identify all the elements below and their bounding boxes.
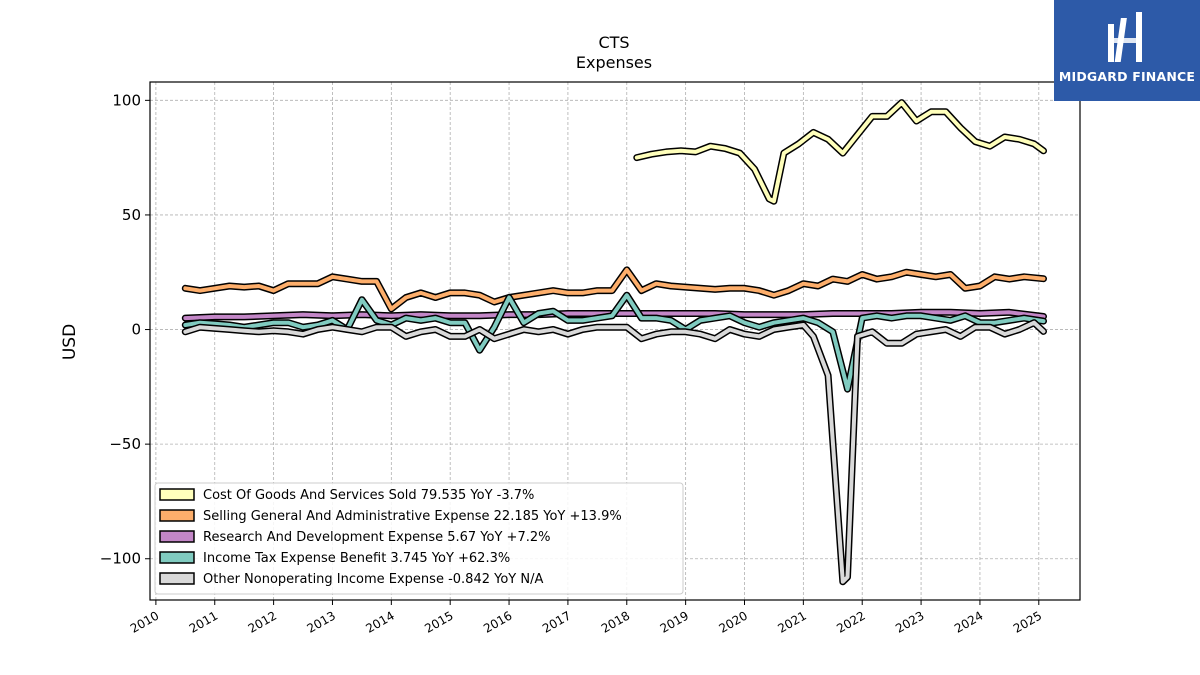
series-line: [634, 100, 1046, 204]
legend-swatch: [159, 572, 195, 585]
legend-swatch: [159, 530, 195, 543]
y-axis-label: USD: [60, 324, 80, 360]
legend-label: Cost Of Goods And Services Sold 79.535 Y…: [203, 488, 534, 503]
chart-subtitle: Expenses: [576, 53, 652, 72]
legend-label: Research And Development Expense 5.67 Yo…: [203, 530, 550, 545]
legend-box: [154, 482, 684, 595]
legend-swatch: [159, 488, 195, 501]
series-line: [183, 320, 1046, 584]
y-tick-label: −100: [100, 550, 141, 568]
legend-label: Income Tax Expense Benefit 3.745 YoY +62…: [203, 551, 510, 566]
legend: Cost Of Goods And Services Sold 79.535 Y…: [154, 482, 684, 595]
midgard-logo-icon: [1108, 12, 1142, 62]
chart-title: CTS: [598, 33, 629, 52]
midgard-finance-logo: MIDGARD FINANCE: [1054, 0, 1200, 101]
y-tick-label: 0: [131, 321, 141, 339]
y-tick-label: 100: [112, 91, 141, 109]
legend-label: Selling General And Administrative Expen…: [203, 509, 622, 524]
y-tick-label: 50: [122, 206, 141, 224]
legend-swatch: [159, 509, 195, 522]
plot-frame: [149, 81, 1081, 601]
series-lines: [181, 99, 1047, 586]
series-line: [183, 267, 1046, 311]
series-line: [183, 293, 1046, 392]
logo-text: MIDGARD FINANCE: [1058, 69, 1196, 84]
y-tick-label: −50: [109, 435, 141, 453]
legend-label: Other Nonoperating Income Expense -0.842…: [203, 572, 543, 587]
legend-swatch: [159, 551, 195, 564]
